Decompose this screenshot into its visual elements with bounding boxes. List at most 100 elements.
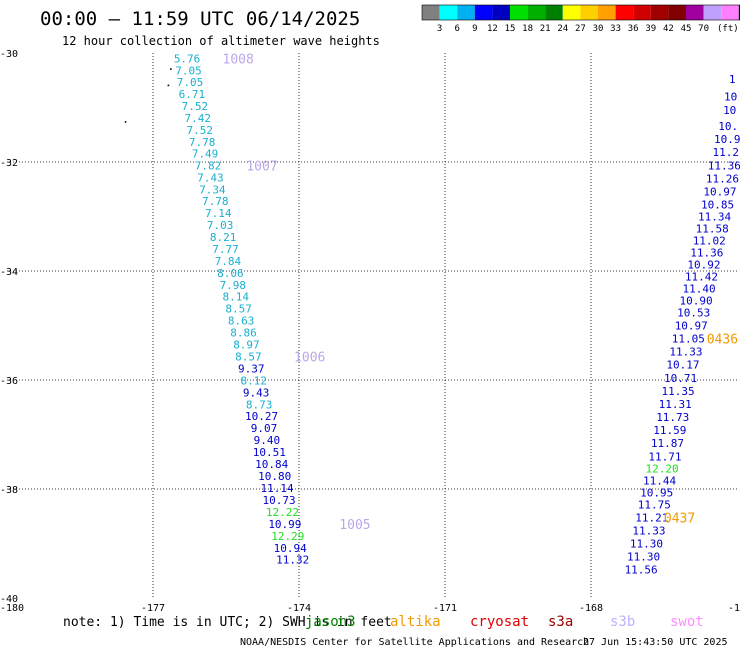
wave-height-label: 11.35 — [662, 385, 695, 398]
x-tick-label: -174 — [287, 603, 311, 614]
legend-tick-label: 36 — [628, 24, 639, 34]
footer-note: note: 1) Time is in UTC; 2) SWH is in fe… — [63, 615, 392, 630]
wave-height-label: 10.92 — [687, 258, 720, 271]
wave-height-label: 7.52 — [182, 100, 209, 113]
legend-tick-label: 15 — [505, 24, 516, 34]
wave-height-label: 7.82 — [195, 159, 222, 172]
wave-height-label: 11.33 — [632, 524, 665, 537]
wave-height-label: 9.40 — [254, 434, 281, 447]
wave-height-label: 11.30 — [627, 551, 660, 564]
color-legend: 3 6 9 12 15 18 21 24 27 30 33 36 39 42 45 70 — [421, 4, 740, 34]
legend-swatch — [474, 5, 493, 20]
wave-height-label: 11.32 — [276, 553, 309, 566]
wave-height-label: 7.52 — [186, 124, 213, 137]
track-dots — [124, 68, 172, 123]
wave-height-label: 11.30 — [630, 538, 663, 551]
wave-height-label: 10.27 — [245, 410, 278, 423]
wave-height-label: 9.43 — [243, 387, 270, 400]
legend-tick-label: 39 — [645, 24, 656, 34]
wave-height-label: 10 — [723, 104, 736, 117]
legend-swatch — [457, 5, 475, 20]
x-tick-label: -171 — [433, 603, 457, 614]
x-tick-label: -16 — [728, 603, 740, 614]
wave-height-label: 7.42 — [185, 112, 212, 125]
legend-tick-label: 6 — [454, 24, 459, 34]
x-tick-label: -177 — [141, 603, 165, 614]
satellite-name: s3a — [548, 614, 573, 630]
pass-time-label: 1008 — [223, 52, 254, 67]
wave-height-label: 10.73 — [262, 494, 295, 507]
y-tick-label: -36 — [0, 376, 18, 387]
wave-height-label: 10.95 — [640, 486, 673, 499]
footer-timestamp: 27 Jun 15:43:50 UTC 2025 — [583, 637, 728, 648]
wave-height-label: 10.94 — [274, 542, 307, 555]
wave-height-label: 8.14 — [222, 291, 249, 304]
legend-tick-label: 12 — [487, 24, 498, 34]
satellite-name: swot — [670, 614, 704, 630]
wave-height-label: 7.78 — [189, 136, 216, 149]
satellite-name: cryosat — [470, 614, 529, 630]
wave-height-label: 11.44 — [643, 474, 676, 487]
wave-height-label: 7.03 — [207, 219, 234, 232]
legend-tick-label: 45 — [681, 24, 692, 34]
wave-height-label: 7.43 — [197, 171, 224, 184]
pass-time-label: 0437 — [664, 511, 695, 526]
wave-height-label: 11.31 — [659, 398, 692, 411]
wave-height-label: 11.05 — [672, 333, 705, 346]
wave-height-label: 7.77 — [212, 243, 239, 256]
wave-height-label: 12.29 — [271, 530, 304, 543]
wave-height-label: 11.36 — [708, 159, 740, 172]
legend-swatch — [580, 5, 598, 20]
wave-height-label: 11.34 — [698, 211, 731, 224]
pass-time-label: 1005 — [339, 518, 370, 533]
pass-time-label: 0436 — [707, 333, 738, 348]
wave-height-label: 12.20 — [645, 462, 678, 475]
legend-swatch — [650, 5, 669, 20]
wave-height-label: 8.12 — [240, 375, 267, 388]
wave-height-label: 10.80 — [258, 470, 291, 483]
legend-tick-label: 3 — [437, 24, 442, 34]
satellite-name: jason3 — [305, 614, 356, 630]
wave-height-label: 8.21 — [210, 231, 237, 244]
wave-height-label: 11.87 — [651, 437, 684, 450]
y-tick-label: -38 — [0, 485, 18, 496]
wave-height-label: 10.17 — [666, 359, 699, 372]
legend-tick-label: 18 — [522, 24, 533, 34]
wave-height-label: 11.73 — [656, 411, 689, 424]
legend-unit: (ft) — [717, 24, 739, 34]
x-tick-label: -168 — [579, 603, 603, 614]
track-dot — [170, 68, 172, 70]
wave-height-label: 11.2 — [713, 146, 740, 159]
wave-height-label: 11.40 — [682, 282, 715, 295]
wave-height-label: 7.34 — [199, 183, 226, 196]
legend-swatch — [703, 5, 722, 20]
wave-height-label: 7.05 — [175, 64, 202, 77]
wave-height-label: 9.37 — [238, 363, 265, 376]
satellite-name: altika — [390, 614, 441, 630]
wave-height-label: 8.57 — [235, 351, 262, 364]
wave-height-label: 10. — [718, 120, 738, 133]
legend-tick-label: 70 — [698, 24, 709, 34]
wave-height-label: 7.49 — [192, 147, 219, 160]
wave-height-label: 10.85 — [701, 199, 734, 212]
legend-swatch — [598, 5, 616, 20]
wave-height-label: 10.71 — [664, 372, 697, 385]
wave-height-label: 10.90 — [680, 294, 713, 307]
wave-height-label: 10.84 — [255, 458, 288, 471]
wave-height-label: 8.63 — [228, 315, 255, 328]
legend-swatch — [545, 5, 563, 20]
satellite-name: s3b — [610, 614, 635, 630]
legend-swatch — [721, 5, 739, 20]
axis-tick-labels: -30 -32 -34 -36 -38 -40-180 -177 -174 -171 -168 -1… — [0, 49, 740, 614]
legend-tick-label: 21 — [540, 24, 551, 34]
legend-tick-label: 33 — [610, 24, 621, 34]
wave-height-label: 8.97 — [233, 339, 260, 352]
wave-height-label: 10.53 — [677, 306, 710, 319]
wave-height-label: 11.14 — [261, 482, 294, 495]
grid-lines — [7, 53, 737, 598]
wave-height-label: 7.98 — [220, 279, 247, 292]
legend-swatch — [615, 5, 634, 20]
wave-height-label: 9.07 — [251, 422, 278, 435]
wave-height-label: 10.97 — [703, 185, 736, 198]
wave-height-label: 7.84 — [215, 255, 242, 268]
